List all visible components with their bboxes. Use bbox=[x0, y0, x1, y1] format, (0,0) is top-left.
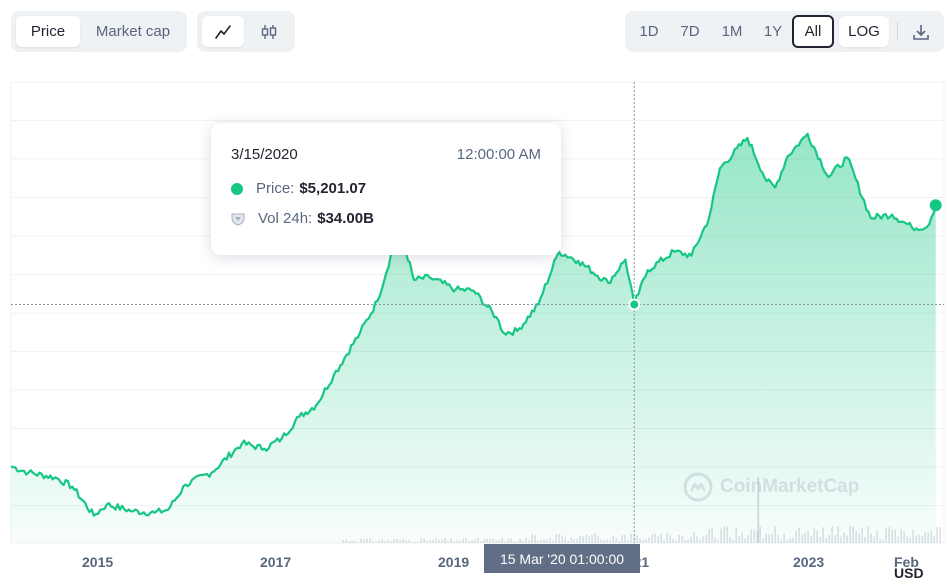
watermark: CoinMarketCap bbox=[683, 472, 859, 502]
line-chart-button[interactable] bbox=[202, 16, 244, 47]
x-tick-2015: 2015 bbox=[82, 554, 114, 570]
range-1m[interactable]: 1M bbox=[721, 23, 743, 40]
tooltip-volume-label: Vol 24h: bbox=[258, 210, 313, 227]
currency-unit: USD bbox=[894, 565, 924, 581]
range-7d[interactable]: 7D bbox=[680, 23, 700, 40]
volume-shield-icon bbox=[231, 213, 245, 226]
range-1y[interactable]: 1Y bbox=[763, 23, 783, 40]
tab-market-cap[interactable]: Market cap bbox=[95, 23, 171, 40]
candlestick-button[interactable] bbox=[248, 16, 290, 47]
toolbar-divider bbox=[897, 22, 898, 41]
volume-bar bbox=[939, 526, 941, 543]
download-icon bbox=[913, 24, 929, 40]
chart-type-group bbox=[197, 11, 295, 52]
download-button[interactable] bbox=[903, 16, 939, 47]
price-area bbox=[11, 133, 936, 544]
tooltip-volume-value: $34.00B bbox=[317, 210, 374, 227]
range-all[interactable]: All bbox=[792, 15, 834, 48]
tooltip-time: 12:00:00 AM bbox=[456, 146, 541, 163]
range-1d[interactable]: 1D bbox=[639, 23, 659, 40]
candlestick-icon bbox=[261, 24, 277, 39]
price-dot-icon bbox=[231, 182, 243, 195]
highlight-point bbox=[628, 298, 641, 311]
line-chart-icon bbox=[215, 24, 231, 39]
log-scale-toggle[interactable]: LOG bbox=[839, 16, 889, 47]
tooltip-date: 3/15/2020 bbox=[231, 146, 298, 163]
tooltip-price-value: $5,201.07 bbox=[299, 180, 367, 197]
x-tick-feb: Feb bbox=[894, 554, 919, 570]
tooltip-volume-row: Vol 24h: $34.00B bbox=[231, 210, 374, 227]
latest-price-point bbox=[929, 199, 942, 212]
tooltip-price-row: Price: $5,201.07 bbox=[231, 180, 366, 197]
metric-tab-group: Price Market cap bbox=[11, 11, 187, 52]
price-line bbox=[10, 132, 937, 517]
coinmarketcap-logo-icon bbox=[683, 472, 713, 502]
volume-bar bbox=[936, 527, 938, 543]
x-tick-2019: 2019 bbox=[438, 554, 470, 570]
x-tick-2017: 2017 bbox=[260, 554, 292, 570]
crosshair-x-label: 15 Mar '20 01:00:00 bbox=[484, 544, 640, 573]
watermark-text: CoinMarketCap bbox=[720, 476, 860, 497]
chart-tooltip: 3/15/2020 12:00:00 AM Price: $5,201.07 V… bbox=[211, 123, 561, 255]
tooltip-price-label: Price: bbox=[256, 180, 295, 197]
tab-price[interactable]: Price bbox=[16, 16, 80, 47]
range-group: 1D 7D 1M 1Y All LOG bbox=[625, 11, 944, 52]
x-tick-2023: 2023 bbox=[793, 554, 825, 570]
